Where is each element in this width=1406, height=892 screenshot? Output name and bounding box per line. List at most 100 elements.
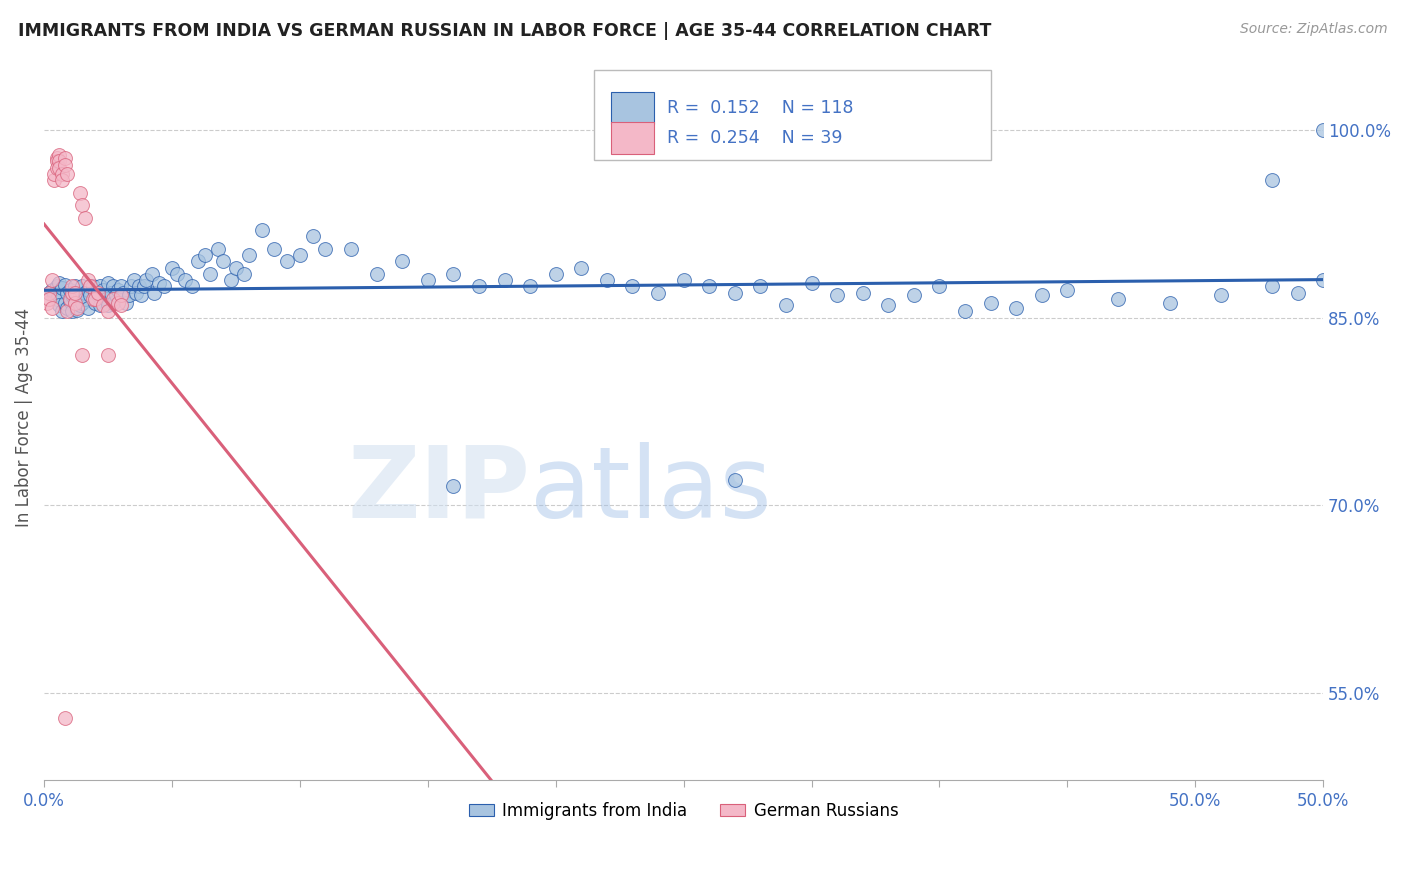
Point bbox=[69, 288, 91, 302]
Point bbox=[72, 348, 94, 362]
Point bbox=[391, 254, 413, 268]
Point bbox=[41, 301, 63, 315]
Point bbox=[775, 298, 797, 312]
Point bbox=[596, 273, 619, 287]
Point bbox=[519, 279, 541, 293]
Point bbox=[41, 283, 63, 297]
Point bbox=[250, 223, 273, 237]
Point bbox=[51, 304, 73, 318]
Point bbox=[48, 276, 70, 290]
Point bbox=[200, 267, 222, 281]
Point bbox=[97, 304, 120, 318]
Text: ZIP: ZIP bbox=[347, 442, 530, 539]
Point bbox=[59, 292, 82, 306]
Point bbox=[60, 285, 83, 300]
Point bbox=[56, 167, 79, 181]
Point bbox=[84, 292, 107, 306]
Point bbox=[928, 279, 950, 293]
Point bbox=[135, 273, 157, 287]
Point bbox=[51, 173, 73, 187]
Point bbox=[48, 298, 70, 312]
Point bbox=[53, 151, 76, 165]
Point bbox=[416, 273, 439, 287]
Point bbox=[53, 158, 76, 172]
Point bbox=[79, 279, 101, 293]
Point bbox=[232, 267, 254, 281]
Point bbox=[128, 279, 150, 293]
Point bbox=[212, 254, 235, 268]
Point bbox=[441, 267, 464, 281]
Point bbox=[89, 279, 111, 293]
Point bbox=[56, 301, 79, 315]
Point bbox=[97, 298, 120, 312]
Point bbox=[1286, 285, 1309, 300]
Point bbox=[621, 279, 644, 293]
Point bbox=[340, 242, 363, 256]
Point bbox=[73, 285, 96, 300]
Point bbox=[120, 279, 142, 293]
Point bbox=[980, 295, 1002, 310]
Point bbox=[276, 254, 298, 268]
Point bbox=[51, 281, 73, 295]
Point bbox=[97, 348, 120, 362]
Point bbox=[117, 288, 139, 302]
Point bbox=[101, 279, 124, 293]
Point bbox=[87, 285, 110, 300]
Point bbox=[544, 267, 567, 281]
Point bbox=[1312, 273, 1334, 287]
Point bbox=[825, 288, 848, 302]
Point bbox=[66, 303, 89, 318]
Point bbox=[301, 229, 323, 244]
Point bbox=[76, 301, 98, 315]
Point bbox=[877, 298, 900, 312]
Point bbox=[647, 285, 669, 300]
Point bbox=[166, 267, 188, 281]
Point bbox=[1312, 123, 1334, 137]
Point bbox=[53, 711, 76, 725]
Point bbox=[63, 279, 86, 293]
Point bbox=[1108, 292, 1130, 306]
Point bbox=[84, 295, 107, 310]
Point bbox=[1031, 288, 1053, 302]
Point bbox=[187, 254, 209, 268]
Point bbox=[76, 283, 98, 297]
Point bbox=[82, 279, 104, 293]
Point bbox=[141, 267, 163, 281]
Point bbox=[110, 298, 132, 312]
Point bbox=[69, 298, 91, 312]
Point bbox=[366, 267, 388, 281]
Point bbox=[44, 173, 66, 187]
Point bbox=[288, 248, 311, 262]
Point bbox=[1056, 283, 1078, 297]
Point bbox=[66, 301, 89, 315]
Point bbox=[107, 283, 129, 297]
Point bbox=[73, 211, 96, 225]
Point bbox=[48, 161, 70, 175]
Point bbox=[91, 298, 114, 312]
Point bbox=[160, 260, 183, 275]
Point bbox=[1209, 288, 1232, 302]
Point bbox=[104, 288, 127, 302]
Point bbox=[724, 285, 747, 300]
Point bbox=[97, 276, 120, 290]
Point bbox=[41, 273, 63, 287]
Point bbox=[194, 248, 217, 262]
Point bbox=[749, 279, 772, 293]
Point bbox=[132, 279, 155, 293]
Point bbox=[48, 154, 70, 169]
Text: R =  0.254    N = 39: R = 0.254 N = 39 bbox=[666, 129, 842, 147]
Point bbox=[53, 278, 76, 293]
Point bbox=[903, 288, 925, 302]
Point bbox=[207, 242, 229, 256]
Point bbox=[56, 285, 79, 300]
Legend: Immigrants from India, German Russians: Immigrants from India, German Russians bbox=[463, 795, 905, 826]
Point bbox=[72, 295, 94, 310]
Text: R =  0.152    N = 118: R = 0.152 N = 118 bbox=[666, 99, 853, 117]
Point bbox=[73, 292, 96, 306]
Point bbox=[468, 279, 491, 293]
Point bbox=[44, 288, 66, 302]
Point bbox=[125, 285, 148, 300]
Point bbox=[45, 292, 67, 306]
Point bbox=[672, 273, 695, 287]
Point bbox=[107, 295, 129, 310]
